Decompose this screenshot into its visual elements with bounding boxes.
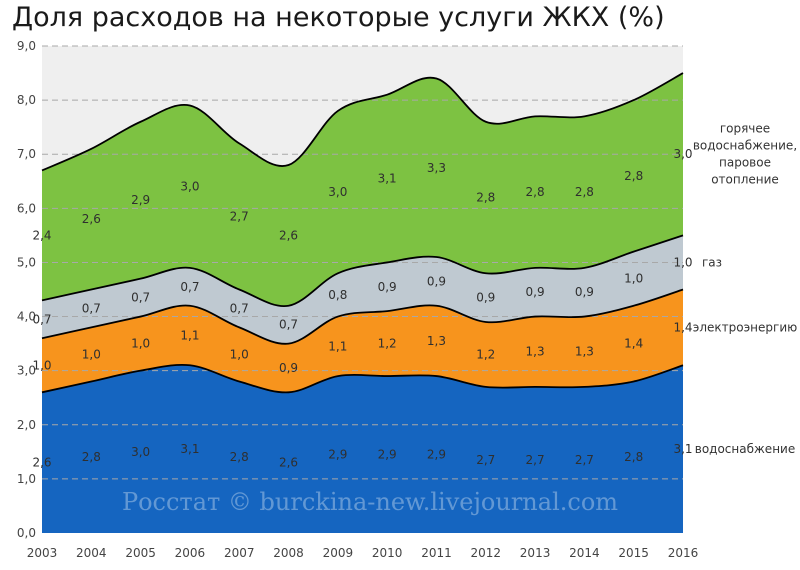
x-tick-label: 2003: [27, 546, 58, 560]
data-label: 0,7: [230, 301, 249, 315]
y-tick-label: 8,0: [17, 93, 36, 107]
data-label: 1,3: [526, 345, 545, 359]
data-label: 3,1: [378, 172, 397, 186]
data-label: 2,9: [427, 448, 446, 462]
data-label: 0,7: [32, 312, 51, 326]
x-tick-label: 2007: [224, 546, 255, 560]
data-label: 1,2: [476, 347, 495, 361]
data-label: 2,7: [476, 453, 495, 467]
y-tick-label: 7,0: [17, 147, 36, 161]
chart-title: Доля расходов на некоторые услуги ЖКХ (%…: [12, 2, 665, 33]
data-label: 2,8: [476, 191, 495, 205]
data-label: 1,0: [131, 337, 150, 351]
boundary-line-series-1: [41, 363, 684, 394]
data-label: 1,4: [624, 337, 643, 351]
y-tick-label: 9,0: [17, 39, 36, 53]
data-label: 2,7: [230, 209, 249, 223]
data-label: 2,6: [279, 228, 298, 242]
data-label: 1,4: [673, 320, 692, 334]
x-tick-label: 2011: [421, 546, 452, 560]
series-name-label: горячее: [720, 122, 770, 136]
y-tick-label: 3,0: [17, 364, 36, 378]
y-tick-label: 0,0: [17, 526, 36, 540]
boundary-line-series-3: [41, 234, 684, 307]
y-tick-label: 4,0: [17, 310, 36, 324]
x-tick-label: 2012: [470, 546, 501, 560]
data-label: 0,7: [131, 291, 150, 305]
data-label: 0,7: [82, 301, 101, 315]
area-series-1: [42, 364, 683, 533]
data-label: 3,1: [180, 442, 199, 456]
data-label: 2,8: [624, 450, 643, 464]
data-label: 2,4: [32, 228, 51, 242]
x-tick-label: 2006: [175, 546, 206, 560]
data-label: 1,0: [32, 358, 51, 372]
data-label: 0,9: [526, 285, 545, 299]
data-label: 1,2: [378, 337, 397, 351]
data-label: 1,1: [328, 339, 347, 353]
x-tick-label: 2009: [323, 546, 354, 560]
y-tick-label: 2,0: [17, 418, 36, 432]
data-label: 1,3: [427, 334, 446, 348]
y-tick-label: 1,0: [17, 472, 36, 486]
x-tick-label: 2010: [372, 546, 403, 560]
data-label: 2,8: [230, 450, 249, 464]
series-name-label: паровое: [719, 156, 771, 170]
data-label: 0,9: [575, 285, 594, 299]
data-label: 0,7: [180, 280, 199, 294]
data-label: 1,3: [575, 345, 594, 359]
x-tick-label: 2015: [618, 546, 649, 560]
boundary-line-series-2: [41, 288, 684, 345]
boundary-line-series-4: [41, 72, 684, 172]
data-label: 2,9: [131, 193, 150, 207]
x-tick-label: 2008: [273, 546, 304, 560]
data-label: 3,0: [131, 445, 150, 459]
watermark-text: Росстат © burckina-new.livejournal.com: [122, 488, 618, 516]
data-label: 2,7: [526, 453, 545, 467]
x-tick-label: 2013: [520, 546, 551, 560]
data-label: 0,9: [476, 291, 495, 305]
data-label: 1,1: [180, 328, 199, 342]
data-label: 2,8: [82, 450, 101, 464]
data-label: 2,6: [32, 456, 51, 470]
data-label: 0,9: [378, 280, 397, 294]
series-name-label: газ: [702, 255, 722, 269]
data-label: 3,3: [427, 161, 446, 175]
data-label: 0,8: [328, 288, 347, 302]
data-label: 2,6: [82, 212, 101, 226]
y-tick-label: 5,0: [17, 255, 36, 269]
data-label: 3,0: [328, 185, 347, 199]
data-label: 3,1: [673, 442, 692, 456]
series-name-label: отопление: [711, 173, 779, 187]
x-tick-label: 2004: [76, 546, 107, 560]
data-label: 2,8: [526, 185, 545, 199]
data-label: 0,9: [427, 274, 446, 288]
data-label: 3,0: [180, 180, 199, 194]
data-label: 2,9: [328, 448, 347, 462]
data-label: 1,0: [230, 347, 249, 361]
data-label: 2,8: [575, 185, 594, 199]
data-label: 2,9: [378, 448, 397, 462]
x-tick-label: 2014: [569, 546, 600, 560]
x-tick-label: 2016: [668, 546, 699, 560]
data-label: 2,8: [624, 169, 643, 183]
data-label: 0,7: [279, 318, 298, 332]
data-label: 1,0: [624, 272, 643, 286]
y-tick-label: 6,0: [17, 201, 36, 215]
data-label: 2,7: [575, 453, 594, 467]
x-tick-label: 2005: [125, 546, 156, 560]
data-label: 1,0: [82, 347, 101, 361]
data-label: 0,9: [279, 361, 298, 375]
data-label: 1,0: [673, 255, 692, 269]
data-label: 2,6: [279, 456, 298, 470]
series-name-label: водоснабжение,: [693, 139, 797, 153]
series-name-label: электроэнергию: [693, 320, 797, 334]
data-label: 3,0: [673, 147, 692, 161]
series-name-label: водоснабжение: [695, 442, 795, 456]
